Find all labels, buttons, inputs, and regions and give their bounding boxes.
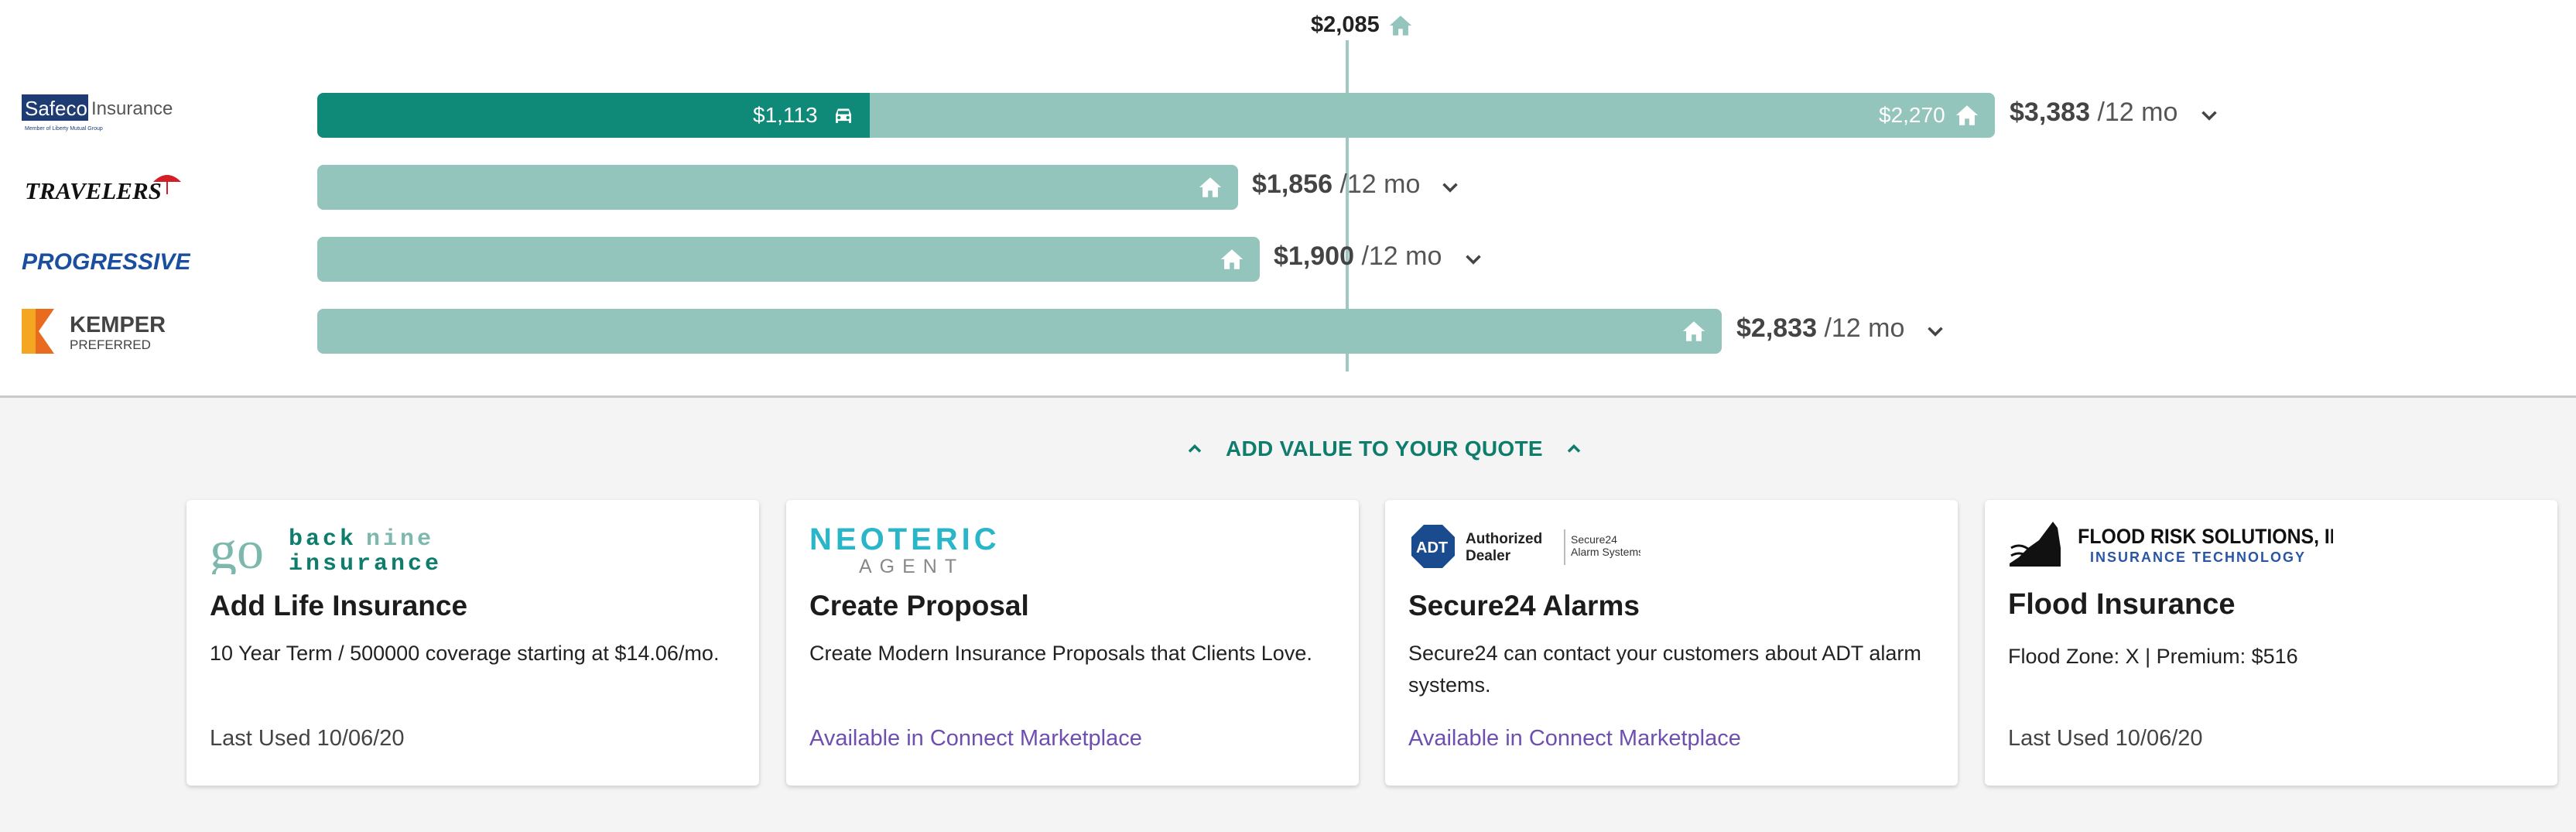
- carrier-row-safeco: Safeco Insurance Member of Liberty Mutua…: [0, 93, 2576, 138]
- neoteric-logo-line1: NEOTERIC: [809, 522, 1001, 556]
- home-icon: [1955, 105, 1979, 125]
- home-icon: [1199, 177, 1222, 197]
- card-life-insurance[interactable]: go back nine insurance Add Life Insuranc…: [186, 500, 759, 786]
- kemper-logo: KEMPER PREFERRED: [20, 309, 190, 354]
- carrier-row-progressive: PROGRESSIVE $1,900 /12 mo: [0, 237, 2576, 282]
- card-title: Flood Insurance: [2008, 588, 2236, 621]
- travelers-total-price: $1,856 /12 mo: [1252, 169, 1420, 200]
- safeco-logo: Safeco Insurance Member of Liberty Mutua…: [20, 93, 190, 138]
- adt-logo-line4: Alarm Systems: [1571, 546, 1640, 558]
- travelers-premium-bar[interactable]: [317, 165, 1238, 210]
- card-last-used: Last Used 10/06/20: [210, 726, 405, 751]
- add-value-toggle[interactable]: ADD VALUE TO YOUR QUOTE: [1184, 433, 1585, 464]
- safeco-total-value: $3,383: [2010, 98, 2090, 127]
- average-marker-line: [1346, 40, 1349, 371]
- kemper-logo-sub: PREFERRED: [70, 337, 151, 352]
- backnine-logo-mark: go: [210, 521, 264, 574]
- card-description: Secure24 can contact your customers abou…: [1408, 642, 1921, 697]
- safeco-logo-text2: Insurance: [91, 98, 173, 119]
- card-flood-insurance[interactable]: FLOOD RISK SOLUTIONS, INC. INSURANCE TEC…: [1985, 500, 2557, 786]
- adt-logo-mark: ADT: [1416, 539, 1448, 556]
- safeco-logo-text: Safeco: [25, 97, 87, 120]
- home-icon: [1220, 249, 1244, 269]
- card-create-proposal[interactable]: NEOTERIC AGENT Create Proposal Create Mo…: [786, 500, 1359, 786]
- safeco-premium-bar[interactable]: $1,113 $2,270: [317, 93, 1995, 138]
- connect-marketplace-link[interactable]: Available in Connect Marketplace: [809, 726, 1142, 751]
- travelers-term: /12 mo: [1339, 169, 1421, 199]
- kemper-total-value: $2,833: [1736, 313, 1817, 343]
- travelers-logo: TRAVELERS: [20, 165, 190, 210]
- home-icon: [1389, 15, 1412, 36]
- chevron-up-icon: [1188, 444, 1202, 453]
- kemper-premium-bar[interactable]: [317, 309, 1722, 354]
- backnine-logo-line1b: nine: [366, 526, 434, 553]
- safeco-home-value: $2,270: [1879, 103, 1945, 127]
- chevron-up-icon: [1567, 444, 1581, 453]
- average-premium-label: $2,085: [1311, 12, 1380, 37]
- adt-logo-line2: Dealer: [1466, 548, 1511, 564]
- card-secure24-alarms[interactable]: ADT Authorized Dealer Secure24 Alarm Sys…: [1385, 500, 1958, 786]
- safeco-total-price: $3,383 /12 mo: [2010, 98, 2177, 128]
- kemper-logo-text: KEMPER: [70, 313, 166, 337]
- card-description: 10 Year Term / 500000 coverage starting …: [210, 642, 720, 665]
- chevron-down-icon[interactable]: [1922, 318, 1948, 344]
- adt-logo-line1: Authorized: [1466, 531, 1542, 547]
- travelers-logo-text: TRAVELERS: [25, 177, 162, 204]
- chevron-down-icon[interactable]: [1460, 246, 1486, 272]
- safeco-logo-sub: Member of Liberty Mutual Group: [25, 126, 103, 132]
- home-icon: [1682, 321, 1705, 341]
- card-title: Create Proposal: [809, 590, 1029, 621]
- progressive-premium-bar[interactable]: [317, 237, 1260, 282]
- quote-comparison-panel: $2,085 Safeco Insurance Member of Libert…: [0, 0, 2576, 396]
- flood-risk-logo: FLOOD RISK SOLUTIONS, INC. INSURANCE TEC…: [2008, 517, 2363, 571]
- car-icon: [836, 108, 851, 123]
- card-description: Create Modern Insurance Proposals that C…: [809, 642, 1312, 665]
- travelers-total-value: $1,856: [1252, 169, 1332, 199]
- flood-risk-logo-line2: INSURANCE TECHNOLOGY: [2090, 550, 2306, 565]
- card-title: Secure24 Alarms: [1408, 590, 1640, 621]
- backnine-logo-line1: back: [289, 526, 357, 553]
- adt-logo: ADT Authorized Dealer Secure24 Alarm Sys…: [1408, 520, 1644, 574]
- safeco-term: /12 mo: [2097, 98, 2178, 127]
- flood-risk-logo-line1: FLOOD RISK SOLUTIONS, INC.: [2078, 526, 2333, 548]
- card-last-used: Last Used 10/06/20: [2008, 726, 2203, 751]
- backnine-logo: go back nine insurance: [210, 520, 465, 580]
- kemper-term: /12 mo: [1824, 313, 1905, 343]
- adt-logo-line3: Secure24: [1571, 533, 1617, 546]
- progressive-logo: PROGRESSIVE: [20, 237, 191, 282]
- chevron-down-icon[interactable]: [2196, 102, 2222, 128]
- add-value-label: ADD VALUE TO YOUR QUOTE: [1226, 437, 1543, 461]
- connect-marketplace-link[interactable]: Available in Connect Marketplace: [1408, 726, 1741, 751]
- chevron-down-icon[interactable]: [1437, 174, 1463, 200]
- carrier-row-kemper: KEMPER PREFERRED $2,833 /12 mo: [0, 309, 2576, 354]
- kemper-total-price: $2,833 /12 mo: [1736, 313, 1904, 344]
- carrier-row-travelers: TRAVELERS $1,856 /12 mo: [0, 165, 2576, 210]
- progressive-logo-text: PROGRESSIVE: [22, 249, 190, 275]
- progressive-term: /12 mo: [1361, 241, 1442, 271]
- card-title: Add Life Insurance: [210, 590, 468, 621]
- card-description: Flood Zone: X | Premium: $516: [2008, 645, 2298, 668]
- section-divider: [0, 395, 2576, 398]
- progressive-total-price: $1,900 /12 mo: [1274, 241, 1442, 272]
- progressive-total-value: $1,900: [1274, 241, 1354, 271]
- backnine-logo-line2: insurance: [289, 551, 442, 574]
- neoteric-logo-line2: AGENT: [859, 556, 964, 574]
- safeco-auto-segment[interactable]: $1,113: [317, 93, 870, 138]
- neoteric-logo: NEOTERIC AGENT: [809, 520, 1042, 577]
- safeco-auto-value: $1,113: [753, 103, 818, 127]
